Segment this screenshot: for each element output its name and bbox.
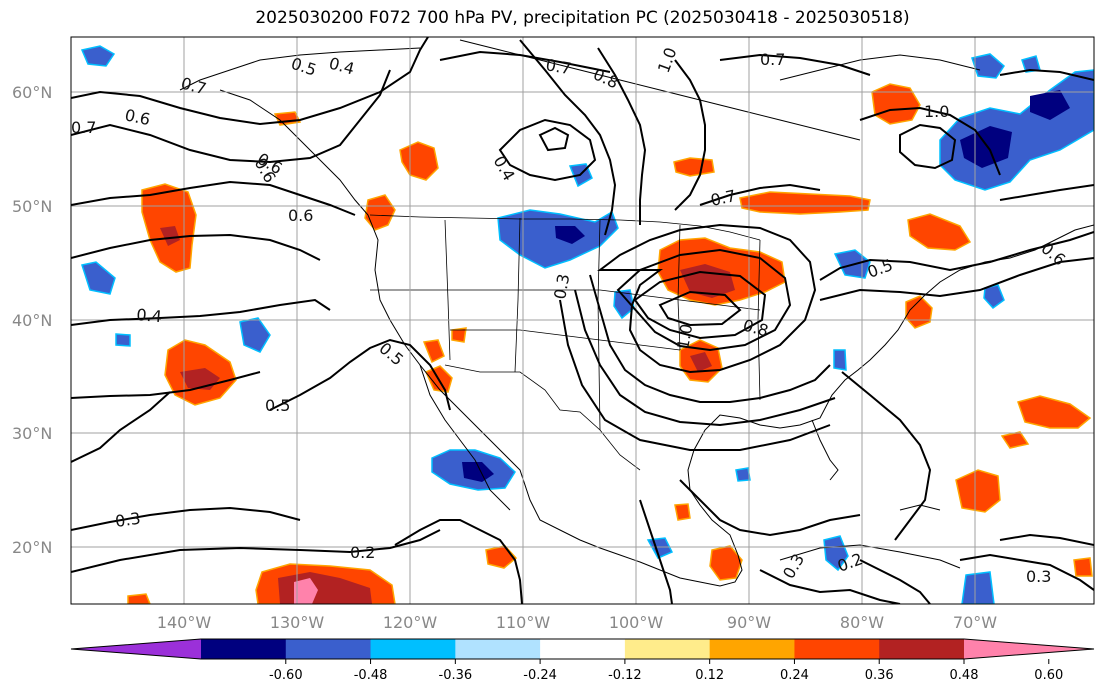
lat-label: 30°N — [12, 424, 52, 443]
map-title: 2025030200 F072 700 hPa PV, precipitatio… — [255, 8, 910, 28]
longitude-labels: 140°W 130°W 120°W 110°W 100°W 90°W 80°W … — [157, 613, 997, 632]
colorbar-swatch — [709, 639, 795, 659]
contour-label: 0.6 — [123, 105, 152, 129]
lon-label: 90°W — [727, 613, 771, 632]
colorbar-tick-label: -0.60 — [269, 668, 303, 683]
lon-label: 80°W — [840, 613, 884, 632]
lon-label: 130°W — [270, 613, 325, 632]
colorbar-tick-label: 0.48 — [950, 668, 979, 683]
lon-label: 140°W — [157, 613, 212, 632]
contour-label: 0.3 — [550, 272, 573, 300]
colorbar-tick-label: -0.12 — [608, 668, 642, 683]
colorbar-swatch — [370, 639, 456, 659]
latitude-labels: 60°N 50°N 40°N 30°N 20°N — [12, 83, 52, 557]
colorbar-tick-label: -0.36 — [439, 668, 473, 683]
map-frame — [70, 36, 1095, 605]
lat-label: 40°N — [12, 311, 52, 330]
colorbar-tick-label: 0.24 — [780, 668, 809, 683]
colorbar-swatch — [201, 639, 287, 659]
contour-label: 0.4 — [136, 305, 163, 326]
contour-label: 0.6 — [288, 206, 313, 225]
colorbar: -0.60 -0.48 -0.36 -0.24 -0.12 0.12 0.24 0.36 0.4… — [70, 638, 1095, 683]
colorbar-swatch — [285, 639, 372, 659]
contour-label: 0.7 — [709, 186, 738, 210]
contour-label: 0.7 — [71, 118, 96, 137]
colorbar-swatch — [794, 639, 880, 659]
lon-label: 70°W — [953, 613, 997, 632]
contour-label: 0.7 — [760, 50, 785, 69]
precipitation-shading — [80, 45, 1094, 604]
contour-label: 0.2 — [350, 543, 375, 562]
colorbar-extend-min — [71, 639, 201, 659]
lon-label: 110°W — [496, 613, 551, 632]
map-panel: 0.5 0.4 0.7 0.8 1.0 0.7 0.7 0.6 1.0 0.7 … — [70, 36, 1095, 605]
colorbar-swatch — [879, 639, 965, 659]
colorbar-extend-max — [964, 639, 1094, 659]
lat-label: 20°N — [12, 538, 52, 557]
colorbar-tick-label: 0.12 — [695, 668, 724, 683]
country-borders — [369, 214, 761, 471]
contour-label: 0.3 — [1026, 567, 1051, 586]
colorbar-tick-label: -0.24 — [523, 668, 557, 683]
colorbar-outline — [70, 638, 1095, 660]
colorbar-swatch — [540, 639, 626, 659]
colorbar-tick-label: 0.60 — [1034, 668, 1063, 683]
lat-label: 60°N — [12, 83, 52, 102]
lon-label: 100°W — [609, 613, 664, 632]
contour-label: 0.5 — [265, 396, 290, 415]
colorbar-tick-label: -0.48 — [354, 668, 388, 683]
contour-label: 0.7 — [544, 55, 572, 78]
lon-label: 120°W — [383, 613, 438, 632]
colorbar-swatch — [455, 639, 541, 659]
colorbar-swatch — [624, 639, 711, 659]
colorbar-tick-label: 0.36 — [865, 668, 894, 683]
lat-label: 50°N — [12, 197, 52, 216]
contour-label: 0.3 — [114, 509, 142, 531]
contour-label: 1.0 — [924, 102, 949, 121]
contour-label: 1.0 — [673, 322, 696, 350]
pv-contours — [71, 37, 1094, 604]
